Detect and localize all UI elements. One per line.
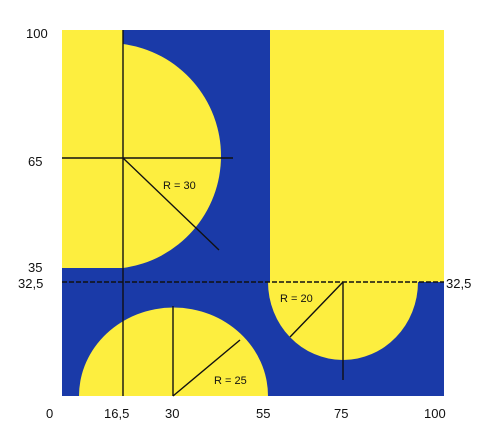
right-rectangle <box>270 30 444 282</box>
half-disc-r30 <box>123 44 222 268</box>
x-tick-100: 100 <box>424 406 446 421</box>
y-tick-32-5: 32,5 <box>18 276 43 291</box>
y-tick-65: 65 <box>28 154 42 169</box>
y-tick-100: 100 <box>26 26 48 41</box>
label-r25: R = 25 <box>214 375 247 387</box>
y-tick-35: 35 <box>28 260 42 275</box>
radius-line-r20 <box>289 281 344 338</box>
label-r20: R = 20 <box>280 293 313 305</box>
y-tick-32-5-right: 32,5 <box>446 276 471 291</box>
radius-line-r30 <box>122 157 220 251</box>
x-tick-0: 0 <box>46 406 53 421</box>
x-tick-30: 30 <box>165 406 179 421</box>
top-left-rectangle <box>62 30 123 268</box>
radius-line-r25 <box>172 339 241 397</box>
x-tick-55: 55 <box>256 406 270 421</box>
x-tick-16-5: 16,5 <box>104 406 129 421</box>
label-r30: R = 30 <box>163 180 196 192</box>
x-tick-75: 75 <box>334 406 348 421</box>
